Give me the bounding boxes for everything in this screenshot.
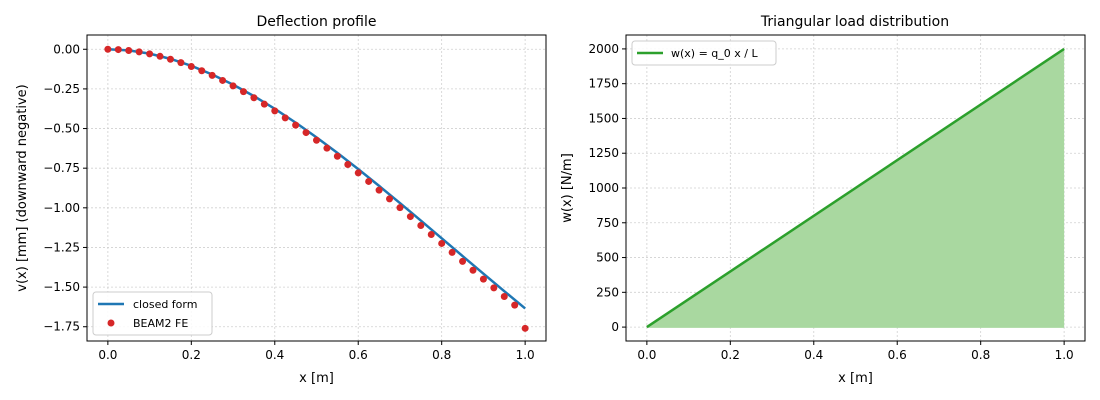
series-line <box>646 47 1065 329</box>
y-tick-label: 750 <box>596 216 619 230</box>
load-distribution-chart: Triangular load distribution 0.0 0.2 0.4 0.… <box>560 14 1086 386</box>
y-tick-label: −1.25 <box>43 240 80 254</box>
data-point <box>459 257 467 265</box>
x-tick-label: 1.0 <box>516 348 535 362</box>
data-point <box>417 222 425 230</box>
data-point <box>292 121 300 129</box>
x-tick-label: 0.4 <box>265 348 284 362</box>
data-point <box>219 76 227 84</box>
data-point <box>177 59 185 67</box>
data-point <box>344 161 352 169</box>
data-point <box>406 213 414 221</box>
legend-label-closed-form: closed form <box>133 298 197 311</box>
y-tick-label: 250 <box>596 285 619 299</box>
data-point <box>427 230 435 238</box>
y-axis-label: w(x) [N/m] <box>560 153 575 223</box>
data-point <box>479 275 487 283</box>
x-tick-label: 0.2 <box>182 348 201 362</box>
y-tick-label: 0.00 <box>53 42 80 56</box>
y-tick-label: 2000 <box>588 42 619 56</box>
data-point <box>146 50 154 58</box>
x-tick-label: 0.0 <box>98 348 117 362</box>
series-line <box>107 48 526 310</box>
legend: closed form BEAM2 FE <box>92 291 213 336</box>
x-axis-label: x [m] <box>299 371 334 386</box>
data-point <box>365 177 373 185</box>
x-tick-label: 0.0 <box>637 348 656 362</box>
x-tick-label: 0.4 <box>804 348 823 362</box>
x-tick-label: 0.8 <box>971 348 990 362</box>
data-point <box>166 55 174 63</box>
y-tick-label: 500 <box>596 251 619 265</box>
x-tick-label: 1.0 <box>1055 348 1074 362</box>
x-tick-label: 0.6 <box>888 348 907 362</box>
data-point <box>135 48 143 56</box>
data-point <box>375 186 383 194</box>
y-tick-label: 1750 <box>588 77 619 91</box>
legend-label-fe: BEAM2 FE <box>133 317 188 330</box>
y-tick-label: −1.75 <box>43 320 80 334</box>
data-point <box>438 239 446 247</box>
data-point <box>511 301 519 309</box>
x-tick-label: 0.8 <box>432 348 451 362</box>
data-point <box>250 94 258 102</box>
data-point <box>354 169 362 177</box>
data-point <box>302 129 310 137</box>
data-point <box>521 324 529 332</box>
data-point <box>198 67 206 75</box>
data-point <box>469 266 477 274</box>
data-point <box>104 45 112 53</box>
x-tick-label: 0.6 <box>349 348 368 362</box>
data-point <box>125 46 133 54</box>
data-point <box>500 293 508 301</box>
legend-box <box>631 40 777 66</box>
data-point <box>187 62 195 70</box>
data-point <box>281 114 289 122</box>
data-point <box>323 144 331 152</box>
y-tick-label: −1.50 <box>43 280 80 294</box>
data-point <box>156 52 164 60</box>
data-point <box>333 152 341 160</box>
x-tick-label: 0.2 <box>721 348 740 362</box>
y-tick-label: 1500 <box>588 111 619 125</box>
data-point <box>490 284 498 292</box>
data-point <box>260 100 268 108</box>
y-tick-label: −0.50 <box>43 122 80 136</box>
legend-marker-swatch <box>107 319 115 327</box>
data-point <box>448 248 456 256</box>
data-point <box>271 107 279 115</box>
y-tick-label: 1000 <box>588 181 619 195</box>
data-point <box>313 136 320 144</box>
deflection-chart: Deflection profile 0.0 0.2 0.4 0.6 0.8 1.0 0.0… <box>15 14 547 386</box>
chart-title: Triangular load distribution <box>760 14 949 30</box>
y-tick-label: −0.25 <box>43 82 80 96</box>
legend: w(x) = q_0 x / L <box>631 40 777 66</box>
y-axis-label: v(x) [mm] (downward negative) <box>15 84 30 291</box>
y-tick-label: −1.00 <box>43 201 80 215</box>
data-point <box>396 204 404 212</box>
data-point <box>229 82 237 90</box>
y-tick-label: 0 <box>611 320 619 334</box>
x-axis-label: x [m] <box>838 371 873 386</box>
data-point <box>239 88 247 96</box>
plot-area-frame <box>86 34 547 342</box>
y-tick-label: 1250 <box>588 146 619 160</box>
legend-label-load: w(x) = q_0 x / L <box>671 47 758 60</box>
data-point <box>114 46 122 54</box>
chart-title: Deflection profile <box>256 14 376 30</box>
y-tick-label: −0.75 <box>43 161 80 175</box>
data-point <box>208 71 216 79</box>
data-point <box>386 195 394 203</box>
